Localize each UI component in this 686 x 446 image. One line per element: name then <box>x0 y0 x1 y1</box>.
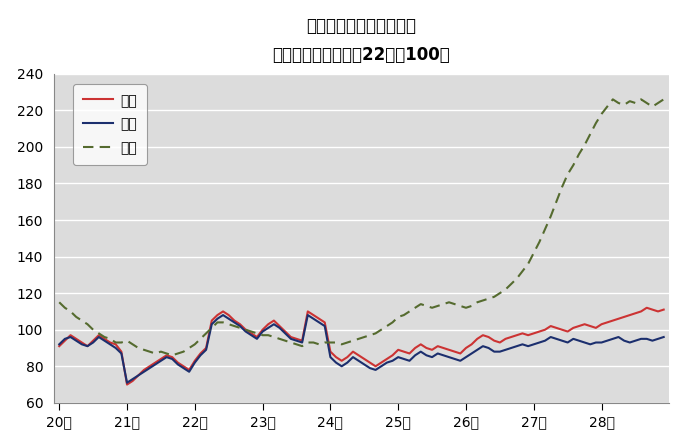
Line: 生産: 生産 <box>59 308 663 384</box>
在庫 <box>343 340 351 345</box>
生産 <box>117 349 126 354</box>
生産 <box>592 325 600 330</box>
Line: 在庫: 在庫 <box>59 99 663 355</box>
生産 <box>157 356 165 362</box>
出荷 <box>117 351 126 356</box>
出荷 <box>123 380 131 385</box>
出荷 <box>598 340 606 345</box>
在庫 <box>608 97 617 102</box>
Title: 鳥取県鉱工業指数の推移
（季節調整済、平成22年＝100）: 鳥取県鉱工業指数の推移 （季節調整済、平成22年＝100） <box>272 17 450 64</box>
生産 <box>55 343 63 349</box>
在庫 <box>168 353 176 358</box>
在庫 <box>117 340 126 345</box>
生産 <box>541 327 549 332</box>
出荷 <box>349 355 357 360</box>
出荷 <box>586 342 594 347</box>
出荷 <box>659 334 667 340</box>
生産 <box>580 322 589 327</box>
在庫 <box>592 120 600 126</box>
生産 <box>123 382 131 387</box>
生産 <box>659 307 667 312</box>
在庫 <box>55 300 63 305</box>
生産 <box>643 305 651 310</box>
出荷 <box>547 334 555 340</box>
在庫 <box>659 97 667 102</box>
出荷 <box>157 358 165 363</box>
生産 <box>343 355 351 360</box>
Line: 出荷: 出荷 <box>59 315 663 383</box>
在庫 <box>580 142 589 148</box>
在庫 <box>541 227 549 232</box>
在庫 <box>151 351 159 356</box>
出荷 <box>219 312 227 318</box>
出荷 <box>55 342 63 347</box>
Legend: 生産, 出荷, 在庫: 生産, 出荷, 在庫 <box>73 84 147 165</box>
